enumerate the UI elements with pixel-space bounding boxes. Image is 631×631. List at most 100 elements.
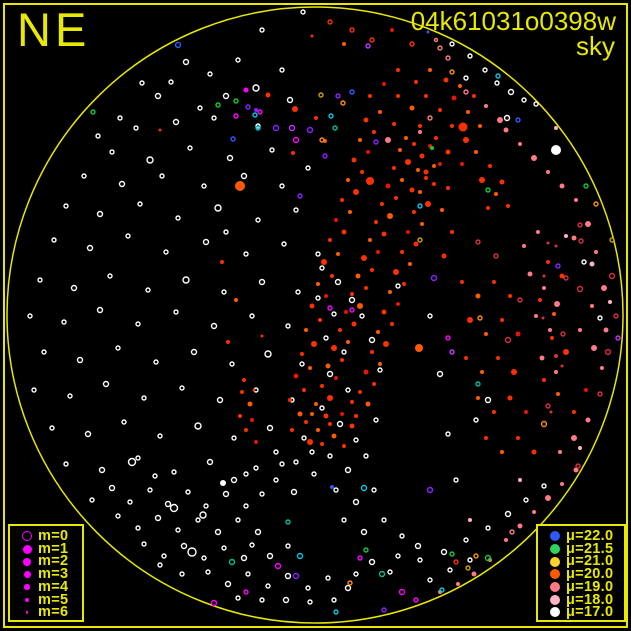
star xyxy=(290,428,294,432)
star xyxy=(175,215,181,221)
star xyxy=(475,239,481,245)
legend-marker xyxy=(16,611,38,614)
star xyxy=(425,201,431,207)
star xyxy=(344,310,348,314)
star xyxy=(378,110,382,114)
star xyxy=(438,108,442,112)
star xyxy=(492,410,496,414)
star xyxy=(439,587,445,593)
star xyxy=(328,238,332,242)
star xyxy=(449,551,455,557)
star xyxy=(471,571,477,577)
star xyxy=(440,208,444,212)
star xyxy=(387,213,393,219)
star xyxy=(585,417,591,423)
star xyxy=(360,170,364,174)
star xyxy=(449,349,455,355)
star xyxy=(541,316,545,320)
star xyxy=(297,411,303,417)
star xyxy=(366,177,374,185)
star xyxy=(571,435,577,441)
star xyxy=(556,392,560,396)
star xyxy=(363,369,369,375)
star xyxy=(447,567,453,573)
legend-label: m=0 xyxy=(38,528,69,545)
star xyxy=(31,387,37,393)
color-swatch-circle xyxy=(550,556,560,567)
star xyxy=(585,221,591,227)
star xyxy=(463,137,469,143)
star xyxy=(319,405,325,411)
star xyxy=(506,204,510,208)
star xyxy=(523,497,529,503)
star xyxy=(453,559,459,565)
star xyxy=(70,284,78,292)
star xyxy=(493,253,499,259)
star xyxy=(349,307,355,313)
star xyxy=(494,80,500,86)
star xyxy=(472,94,476,98)
star xyxy=(211,115,217,121)
star xyxy=(174,41,182,49)
color-legend-row: μ=17.0 xyxy=(544,605,624,619)
legend-marker xyxy=(544,569,566,580)
legend-marker xyxy=(544,544,566,555)
star xyxy=(292,136,300,144)
star xyxy=(473,553,479,559)
star xyxy=(205,569,211,575)
star xyxy=(319,265,325,271)
size-legend-row: m=1 xyxy=(16,542,82,556)
star xyxy=(187,547,197,557)
orientation-label: NE xyxy=(17,3,91,56)
star xyxy=(240,554,248,562)
star xyxy=(398,148,402,152)
star xyxy=(372,130,376,134)
star xyxy=(252,112,258,118)
star xyxy=(402,282,406,286)
star xyxy=(293,207,299,213)
color-legend-row: μ=21.5 xyxy=(544,542,624,556)
star xyxy=(340,100,346,106)
star xyxy=(274,562,282,570)
star xyxy=(135,455,141,461)
star xyxy=(245,571,251,577)
legend-marker xyxy=(16,557,38,566)
star xyxy=(583,183,589,189)
star xyxy=(412,142,416,146)
star xyxy=(484,332,488,336)
star xyxy=(371,487,377,493)
star xyxy=(296,552,304,560)
legend-label: μ=19.0 xyxy=(566,578,614,595)
star xyxy=(463,89,469,95)
legend-marker xyxy=(544,582,566,593)
star xyxy=(609,237,615,243)
star xyxy=(51,237,57,243)
star xyxy=(456,582,460,586)
star xyxy=(322,153,328,159)
star xyxy=(409,41,415,47)
legend-marker xyxy=(16,584,38,590)
star xyxy=(300,352,304,356)
star xyxy=(304,420,308,424)
star xyxy=(286,96,294,104)
color-legend-row: μ=19.0 xyxy=(544,578,624,595)
filled-circle-marker xyxy=(24,584,30,590)
star xyxy=(445,431,451,437)
star xyxy=(355,273,361,279)
star xyxy=(372,382,376,386)
star xyxy=(492,280,496,284)
star xyxy=(314,402,318,406)
star xyxy=(161,553,167,559)
star xyxy=(615,335,621,341)
star xyxy=(538,298,542,302)
star xyxy=(504,336,512,344)
star xyxy=(365,43,371,49)
star xyxy=(76,356,84,364)
star xyxy=(378,362,382,366)
star xyxy=(406,230,410,234)
star xyxy=(465,565,471,571)
star xyxy=(335,93,341,99)
star xyxy=(245,104,251,110)
star xyxy=(285,519,291,525)
star xyxy=(550,336,554,340)
